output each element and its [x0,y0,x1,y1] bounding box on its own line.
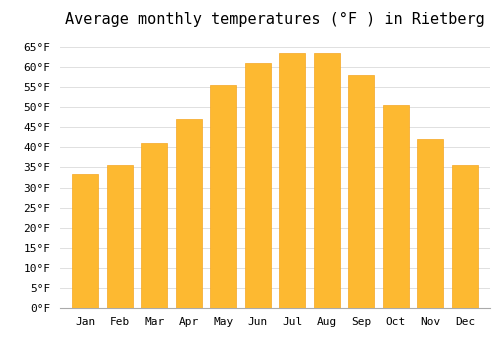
Bar [106,166,132,308]
Bar [245,63,270,308]
Bar [210,85,236,308]
Bar [280,53,305,308]
Title: Average monthly temperatures (°F ) in Rietberg: Average monthly temperatures (°F ) in Ri… [65,12,485,27]
Bar [314,53,340,308]
Bar [176,119,202,308]
Bar [141,144,167,308]
Bar [452,166,478,308]
Bar [383,105,409,308]
Bar [72,174,98,308]
Bar [418,139,444,308]
Bar [348,75,374,308]
